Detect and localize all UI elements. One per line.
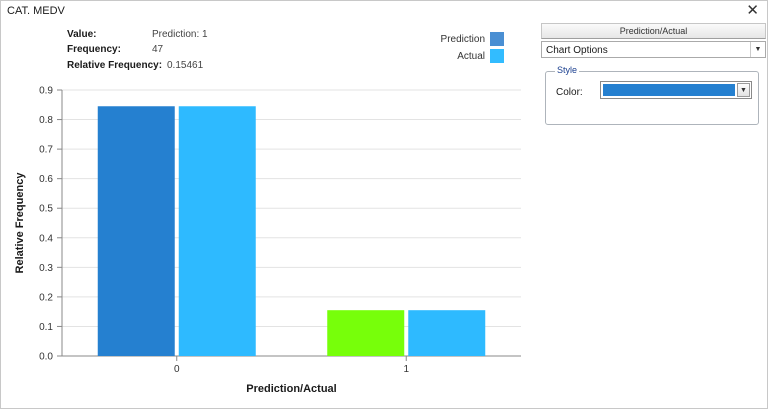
legend-item-prediction: Prediction <box>441 31 504 47</box>
y-axis-title: Relative Frequency <box>14 172 26 274</box>
style-group: Style Color: ▼ <box>545 65 759 125</box>
y-tick-label: 0.0 <box>39 352 53 363</box>
relative-frequency-label: Relative Frequency: <box>67 60 163 71</box>
x-tick-label: 1 <box>403 364 409 375</box>
color-picker[interactable]: ▼ <box>600 81 752 99</box>
close-icon[interactable]: ✕ <box>746 2 759 19</box>
style-group-title: Style <box>555 65 580 75</box>
legend-swatch-actual <box>490 49 504 63</box>
window-title: CAT. MEDV <box>7 5 65 17</box>
legend-item-actual: Actual <box>457 48 504 64</box>
x-tick-label: 0 <box>174 364 180 375</box>
chart-options-dropdown[interactable]: Chart Options ▼ <box>541 41 766 58</box>
chart-options-label: Chart Options <box>546 45 608 56</box>
legend-swatch-prediction <box>490 32 504 46</box>
frequency-value: 47 <box>152 44 164 55</box>
bar-actual-0 <box>178 106 256 356</box>
legend-label-actual: Actual <box>457 50 485 62</box>
y-tick-label: 0.4 <box>39 233 53 244</box>
frequency-label: Frequency: <box>67 44 121 55</box>
color-label: Color: <box>556 87 583 98</box>
chevron-down-icon: ▼ <box>737 83 750 97</box>
x-axis-title: Prediction/Actual <box>246 383 336 395</box>
relative-frequency-value: 0.15461 <box>167 60 204 71</box>
value-text: Prediction: 1 <box>152 29 208 40</box>
y-tick-label: 0.7 <box>39 145 53 156</box>
y-tick-label: 0.9 <box>39 86 53 97</box>
bar-prediction-0 <box>97 106 175 356</box>
y-tick-label: 0.5 <box>39 204 53 215</box>
panel-header: Prediction/Actual <box>541 23 766 39</box>
hover-info: Value: Prediction: 1 Frequency: 47 Relat… <box>67 29 287 75</box>
options-panel: Prediction/Actual Chart Options ▼ Style … <box>541 23 766 125</box>
y-tick-label: 0.6 <box>39 174 53 185</box>
y-tick-label: 0.3 <box>39 263 53 274</box>
chart-legend: Prediction Actual <box>381 31 504 67</box>
chevron-down-icon: ▼ <box>750 42 765 57</box>
y-tick-label: 0.2 <box>39 292 53 303</box>
bar-chart: 0.0 0.1 0.2 0.3 0.4 0.5 0.6 0.7 0.8 0.9 0 1 Predicti… <box>14 86 521 395</box>
y-tick-label: 0.1 <box>39 322 53 333</box>
y-tick-label: 0.8 <box>39 115 53 126</box>
color-swatch <box>603 84 735 96</box>
legend-label-prediction: Prediction <box>440 33 485 45</box>
bar-actual-1 <box>408 310 486 356</box>
bar-prediction-1 <box>327 310 405 356</box>
value-label: Value: <box>67 29 97 40</box>
